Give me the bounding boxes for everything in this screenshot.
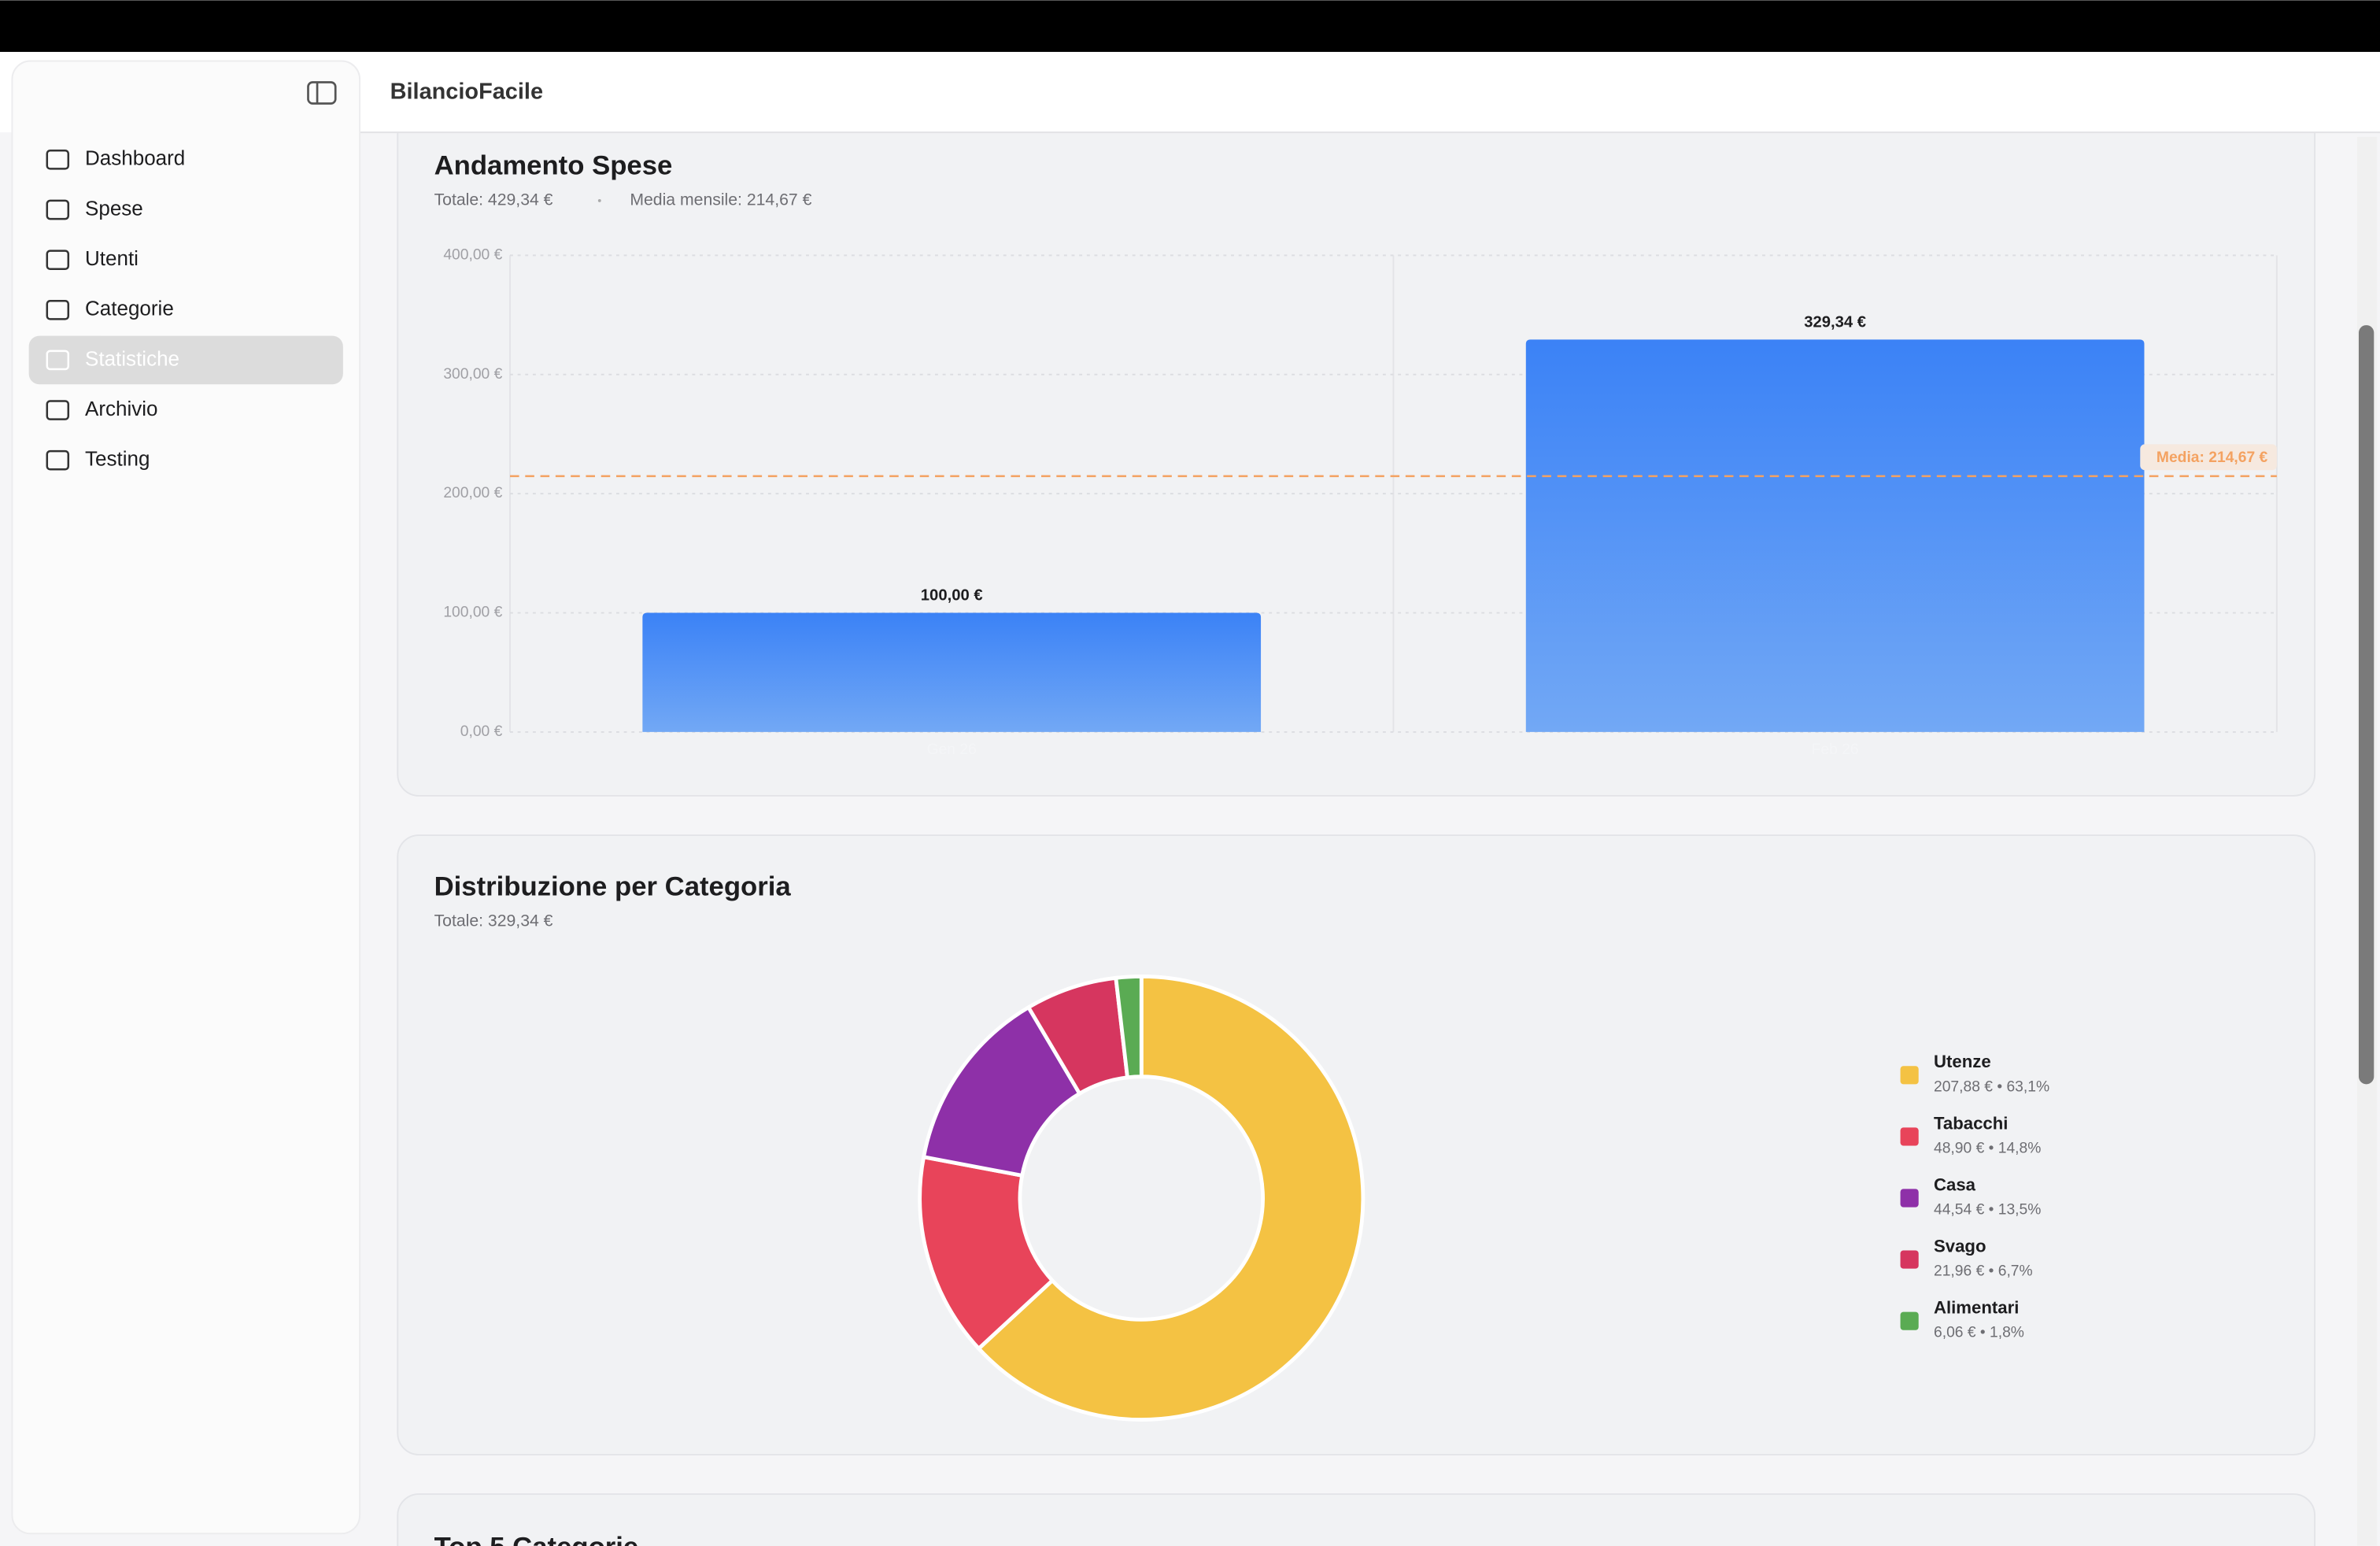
nav-item[interactable]: Categorie — [46, 297, 174, 320]
nav-item[interactable]: Spese — [46, 196, 143, 220]
mean-label: Media: 214,67 € — [2156, 449, 2268, 466]
legend-swatch — [1900, 1066, 1919, 1085]
nav-icon — [46, 199, 70, 220]
pie-slice — [976, 975, 1366, 1422]
x-tick-label: Gen 26 — [927, 742, 977, 758]
bar-value-label: 329,34 € — [1804, 313, 1866, 331]
legend-label: Tabacchi — [1934, 1113, 2008, 1133]
card-title: Andamento Spese — [434, 151, 673, 181]
bar — [1525, 339, 2145, 732]
card-subtitle: Totale: 429,34 € — [434, 191, 553, 209]
charts: Andamento Spese Totale: 429,34 € Media men… — [434, 151, 2278, 1422]
nav-icon — [46, 250, 70, 270]
separator-dot — [597, 199, 601, 202]
app-title: BilancioFacile — [390, 80, 543, 105]
pie-slice — [918, 1154, 1055, 1352]
legend-value: 48,90 € • 14,8% — [1934, 1140, 2041, 1156]
legend-value: 21,96 € • 6,7% — [1934, 1263, 2033, 1280]
y-tick-label: 100,00 € — [443, 605, 502, 621]
pie-slice — [921, 1004, 1082, 1178]
nav-label: Utenti — [85, 246, 139, 270]
toolbar — [0, 51, 2380, 133]
pie-slice — [1114, 975, 1144, 1080]
nav-icon — [46, 400, 70, 420]
legend-swatch — [1900, 1127, 1919, 1146]
nav-icon — [46, 350, 70, 371]
section-title: Top 5 Categorie — [434, 1533, 639, 1546]
bar-value-label: 100,00 € — [921, 587, 983, 605]
nav-icon — [46, 299, 70, 320]
nav-item[interactable]: Statistiche — [28, 335, 343, 385]
legend-label: Svago — [1934, 1237, 1986, 1256]
x-tick-label: Feb 26 — [1812, 742, 1859, 758]
nav-label: Dashboard — [85, 146, 185, 170]
nav-item[interactable]: Testing — [46, 447, 150, 471]
nav-icon — [46, 449, 70, 471]
legend-swatch — [1900, 1311, 1919, 1330]
y-tick-label: 400,00 € — [443, 246, 502, 263]
card-subtitle: Totale: 329,34 € — [434, 912, 553, 930]
nav-icon — [46, 150, 70, 170]
sidebar-toggle[interactable] — [307, 81, 337, 105]
nav-label: Spese — [85, 196, 143, 220]
legend-value: 44,54 € • 13,5% — [1934, 1202, 2041, 1219]
nav-item[interactable]: Archivio — [46, 397, 158, 420]
legend-value: 207,88 € • 63,1% — [1934, 1078, 2049, 1095]
nav-label: Testing — [85, 447, 150, 471]
card-subtitle: Media mensile: 214,67 € — [630, 191, 811, 209]
legend-swatch — [1900, 1250, 1919, 1269]
nav-item[interactable]: Utenti — [46, 246, 139, 270]
legend-label: Utenze — [1934, 1052, 1991, 1071]
mean-label-bg — [2140, 444, 2277, 471]
nav-item[interactable]: Dashboard — [46, 146, 185, 170]
nav: Dashboard Spese Utenti Categorie Statistiche… — [28, 146, 343, 471]
nav-label: Archivio — [85, 397, 158, 420]
sidebar — [11, 60, 361, 1535]
card-title: Distribuzione per Categoria — [434, 872, 792, 902]
nav-label: Categorie — [85, 297, 174, 320]
toggle-icon — [307, 81, 337, 105]
legend-value: 6,06 € • 1,8% — [1934, 1325, 2024, 1341]
top-card — [397, 1493, 2316, 1546]
nav-active-bg — [28, 335, 343, 385]
y-tick-label: 0,00 € — [460, 723, 503, 740]
menu-bar — [0, 0, 2380, 52]
scrollbar-thumb[interactable] — [2359, 325, 2374, 1085]
legend-swatch — [1900, 1189, 1919, 1208]
y-tick-label: 300,00 € — [443, 366, 502, 383]
y-tick-label: 200,00 € — [443, 485, 502, 501]
bar — [642, 612, 1262, 732]
legend-label: Casa — [1934, 1174, 1976, 1194]
legend-label: Alimentari — [1934, 1298, 2019, 1318]
nav-label: Statistiche — [85, 346, 179, 370]
